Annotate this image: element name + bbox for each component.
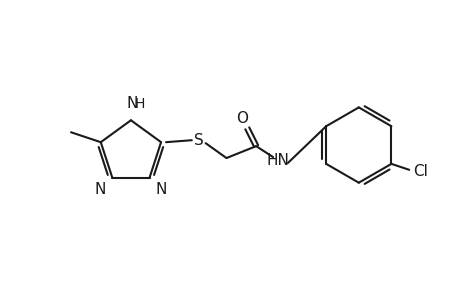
Text: N: N (155, 182, 167, 196)
Text: N: N (95, 182, 106, 196)
Text: H: H (134, 98, 145, 111)
Text: N: N (126, 96, 137, 111)
Text: Cl: Cl (412, 164, 427, 179)
Text: O: O (236, 111, 248, 126)
Text: HN: HN (266, 152, 289, 167)
Text: S: S (193, 133, 203, 148)
